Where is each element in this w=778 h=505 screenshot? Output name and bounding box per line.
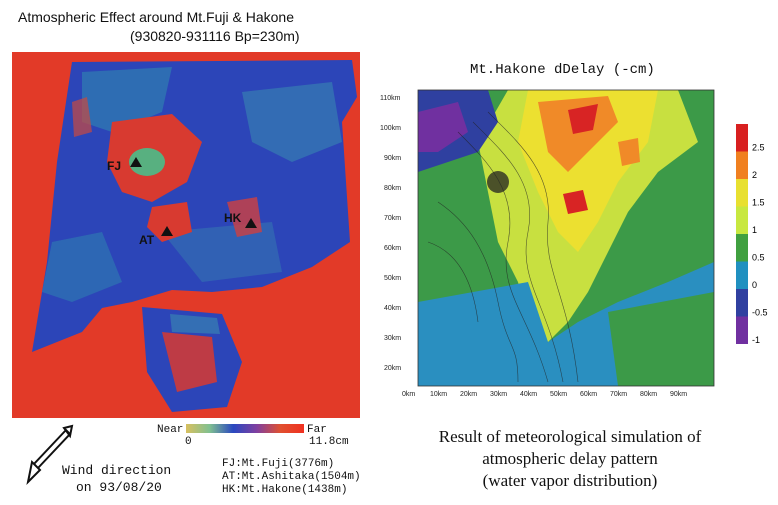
y-tick-70: 70km: [384, 215, 401, 222]
colorbar-label: -0.5: [752, 307, 768, 317]
legend-max-value: 11.8cm: [309, 436, 349, 448]
marker-hk-label: HK: [224, 211, 242, 225]
colorbar-segment: [736, 234, 748, 262]
wind-caption: Wind direction on 93/08/20: [62, 462, 171, 496]
y-tick-30: 30km: [384, 335, 401, 342]
legend-min-value: 0: [185, 436, 192, 448]
marker-fj-icon: [130, 157, 142, 167]
x-tick-60: 60km: [580, 391, 597, 398]
result-line2: atmospheric delay pattern: [482, 449, 658, 468]
colorbar-segment: [736, 151, 748, 179]
colorbar-label: 1.5: [752, 197, 765, 207]
abbr-hk: HK:Mt.Hakone(1438m): [222, 484, 348, 496]
wind-line2: on 93/08/20: [76, 480, 162, 495]
colorbar-segment: [736, 261, 748, 289]
result-line3: (water vapor distribution): [482, 471, 658, 490]
x-tick-90: 90km: [670, 391, 687, 398]
result-line1: Result of meteorological simulation of: [438, 427, 702, 446]
y-tick-40: 40km: [384, 305, 401, 312]
abbr-fj: FJ:Mt.Fuji(3776m): [222, 458, 335, 470]
colorbar-label: 1: [752, 225, 757, 235]
colorbar-segment: [736, 206, 748, 234]
simulation-map-title: Mt.Hakone dDelay (-cm): [470, 62, 655, 78]
colorbar-label: 2.5: [752, 142, 765, 152]
marker-at-icon: [161, 226, 173, 236]
y-tick-60: 60km: [384, 245, 401, 252]
atmospheric-effect-image: FJ AT HK: [12, 52, 360, 418]
x-tick-40: 40km: [520, 391, 537, 398]
mountain-abbreviations: FJ:Mt.Fuji(3776m) AT:Mt.Ashitaka(1504m) …: [222, 458, 361, 497]
left-title: Atmospheric Effect around Mt.Fuji & Hako…: [18, 8, 300, 46]
y-tick-110: 110km: [380, 95, 401, 102]
colorbar-label: 2: [752, 170, 757, 180]
x-tick-30: 30km: [490, 391, 507, 398]
abbr-at: AT:Mt.Ashitaka(1504m): [222, 471, 361, 483]
x-tick-20: 20km: [460, 391, 477, 398]
simulation-delay-map: 110km 100km 90km 80km 70km 60km 50km 40k…: [380, 89, 715, 398]
colorbar-label: 0: [752, 280, 757, 290]
legend-far-label: Far: [307, 424, 327, 436]
legend-near-label: Near: [157, 424, 184, 436]
delay-colorbar: 2.5 2 1.5 1 0.5 0 -0.5 -1: [736, 124, 768, 345]
y-tick-20: 20km: [384, 365, 401, 372]
y-tick-90: 90km: [384, 155, 401, 162]
left-title-line2: (930820-931116 Bp=230m): [130, 28, 300, 44]
wind-direction-arrow-icon: [26, 424, 74, 486]
wind-line1: Wind direction: [62, 463, 172, 478]
left-title-line1: Atmospheric Effect around Mt.Fuji & Hako…: [18, 9, 294, 25]
legend-color-bar: [186, 424, 304, 433]
x-tick-80: 80km: [640, 391, 657, 398]
colorbar-label: 0.5: [752, 252, 765, 262]
x-tick-50: 50km: [550, 391, 567, 398]
marker-fj-label: FJ: [107, 159, 121, 173]
y-tick-80: 80km: [384, 185, 401, 192]
marker-at-label: AT: [139, 233, 155, 247]
marker-hk-icon: [245, 218, 257, 228]
y-tick-50: 50km: [384, 275, 401, 282]
colorbar-segment: [736, 289, 748, 317]
x-tick-70: 70km: [610, 391, 627, 398]
result-caption: Result of meteorological simulation of a…: [380, 426, 760, 492]
colorbar-label: -1: [752, 335, 760, 345]
colorbar-segment: [736, 316, 748, 344]
x-tick-10: 10km: [430, 391, 447, 398]
colorbar-segment: [736, 124, 748, 152]
x-tick-0: 0km: [402, 391, 415, 398]
y-tick-100: 100km: [380, 125, 401, 132]
colorbar-segment: [736, 179, 748, 207]
